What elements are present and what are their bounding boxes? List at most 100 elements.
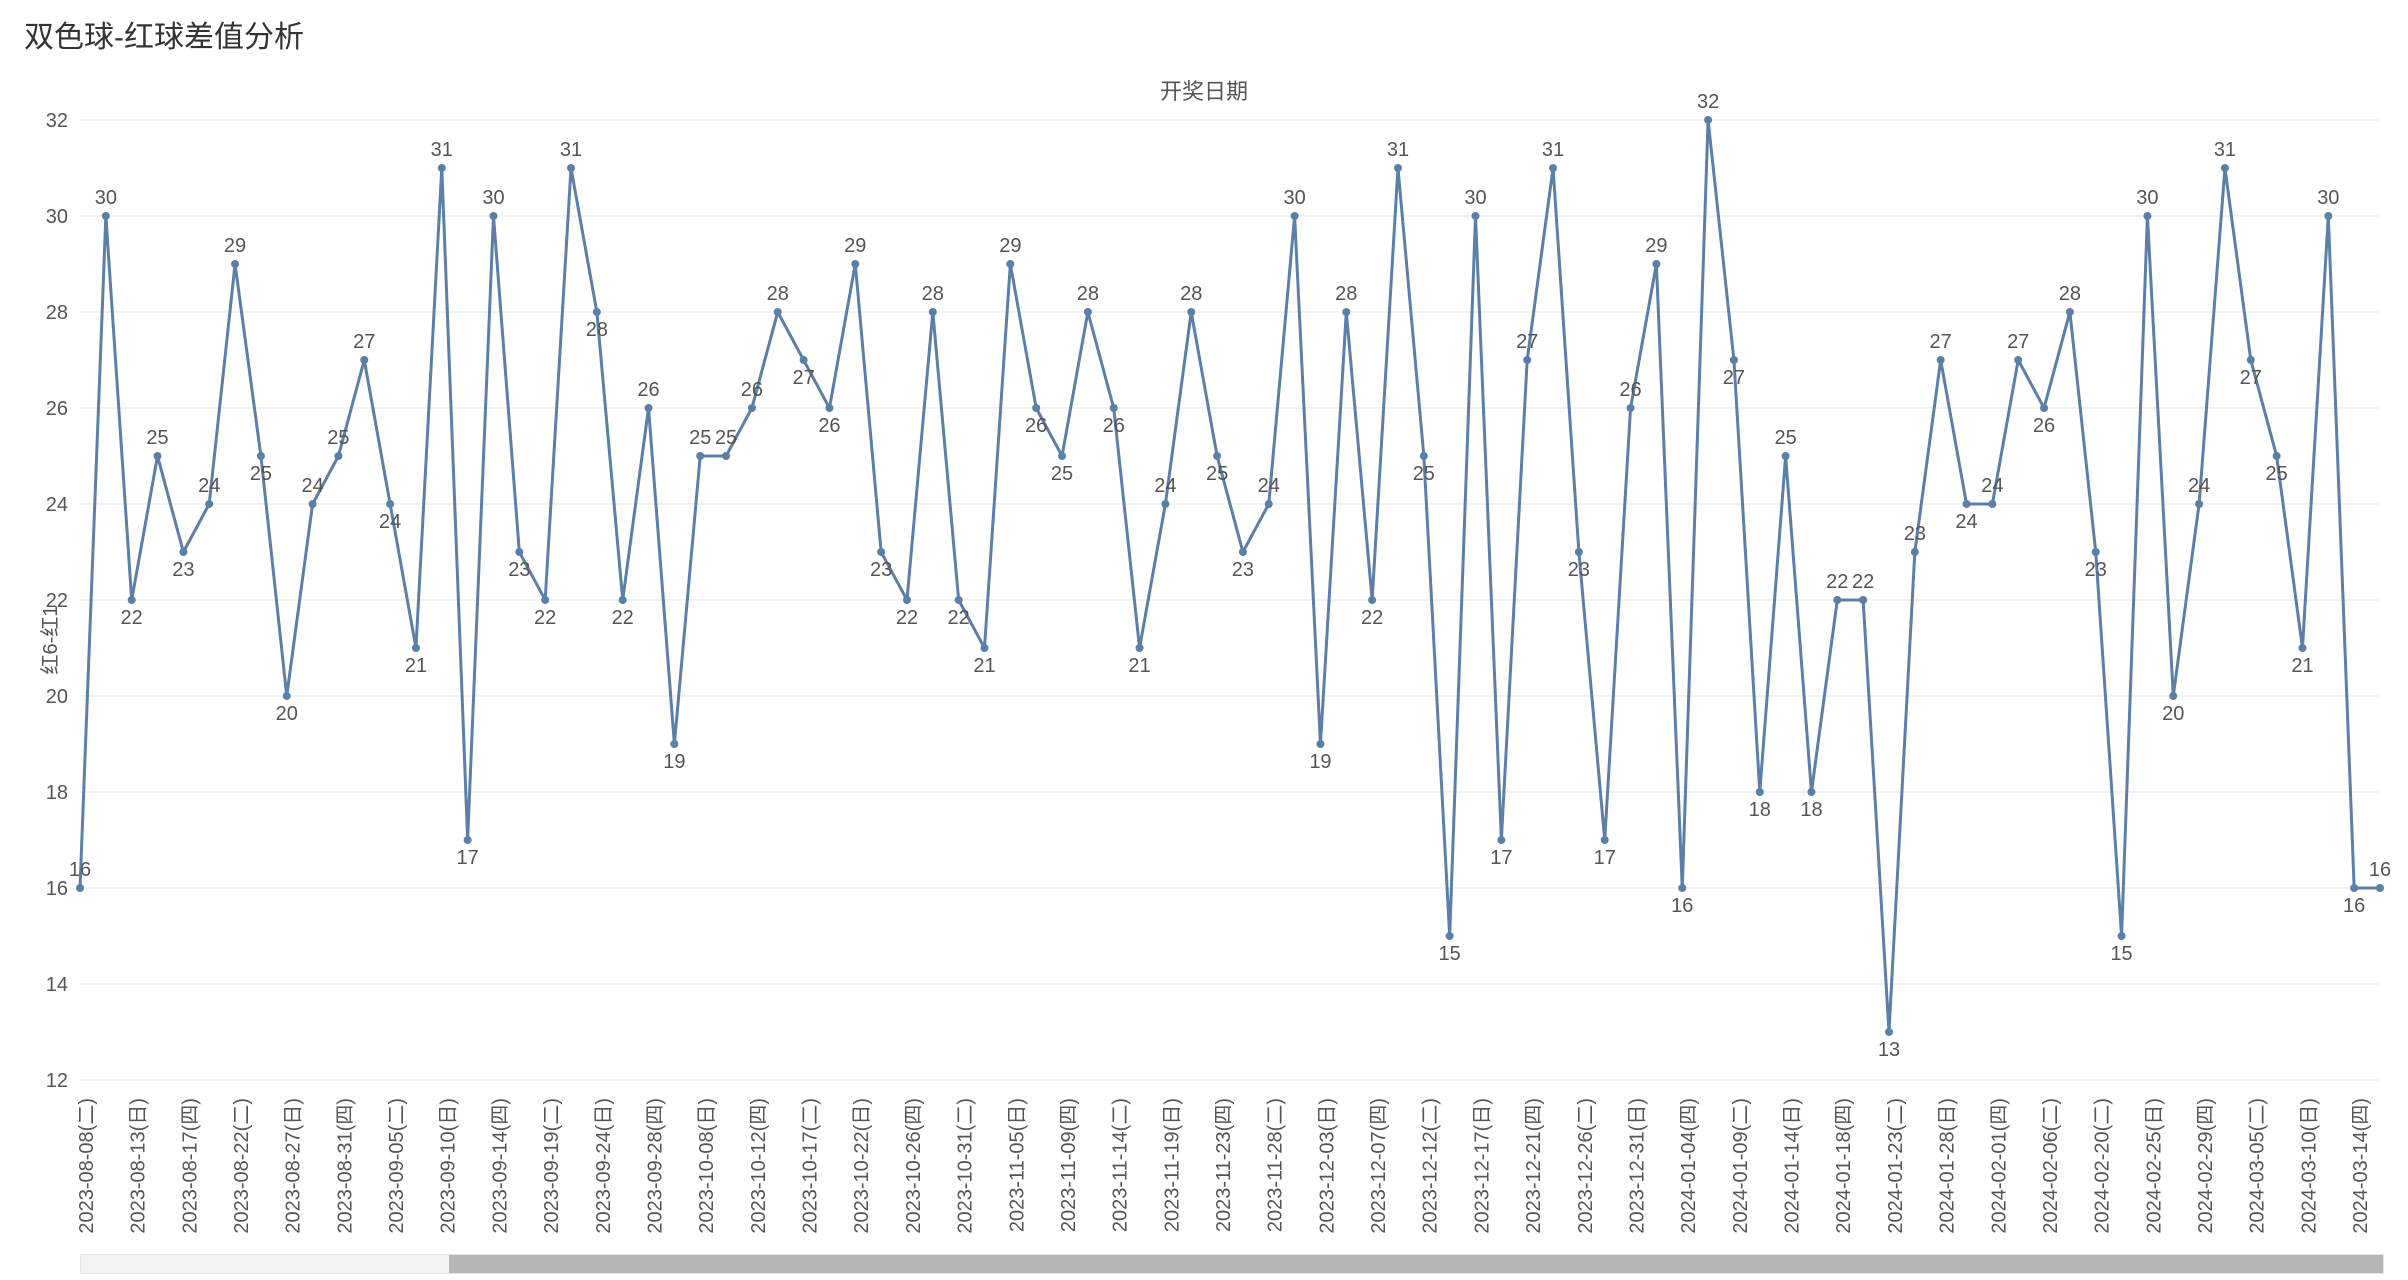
xtick-label: 2023-08-31(四) (334, 1098, 356, 1234)
ytick-label: 12 (46, 1070, 68, 1092)
point-label: 24 (379, 511, 401, 533)
point-label: 25 (1051, 463, 1073, 485)
point-label: 31 (431, 139, 453, 161)
data-point (1316, 740, 1324, 748)
point-label: 31 (560, 139, 582, 161)
xtick-label: 2024-01-14(日) (1782, 1098, 1804, 1234)
point-label: 27 (2240, 367, 2262, 389)
data-point (1911, 548, 1919, 556)
point-label: 27 (792, 367, 814, 389)
point-label: 18 (1800, 799, 1822, 821)
data-point (955, 596, 963, 604)
data-point (774, 308, 782, 316)
point-label: 21 (1128, 655, 1150, 677)
data-point (1756, 788, 1764, 796)
data-point (2195, 500, 2203, 508)
data-point (102, 212, 110, 220)
xtick-label: 2023-09-19(二) (541, 1098, 563, 1234)
data-point (205, 500, 213, 508)
point-label: 16 (2343, 895, 2365, 917)
point-label: 28 (922, 283, 944, 305)
point-label: 22 (1826, 571, 1848, 593)
xtick-label: 2023-12-26(二) (1575, 1098, 1597, 1234)
xtick-label: 2023-10-26(四) (903, 1098, 925, 1234)
point-label: 22 (534, 607, 556, 629)
data-point (825, 404, 833, 412)
point-label: 25 (1206, 463, 1228, 485)
data-point (128, 596, 136, 604)
point-label: 17 (1594, 847, 1616, 869)
point-label: 23 (1904, 523, 1926, 545)
data-point (1782, 452, 1790, 460)
point-label: 24 (1258, 475, 1280, 497)
xtick-label: 2023-08-17(四) (179, 1098, 201, 1234)
point-label: 32 (1697, 91, 1719, 113)
data-point (1937, 356, 1945, 364)
data-point (1110, 404, 1118, 412)
point-label: 22 (1852, 571, 1874, 593)
point-label: 28 (767, 283, 789, 305)
point-label: 30 (2136, 187, 2158, 209)
point-label: 24 (301, 475, 323, 497)
data-point (2298, 644, 2306, 652)
data-point (619, 596, 627, 604)
ytick-label: 24 (46, 494, 68, 516)
point-label: 27 (1516, 331, 1538, 353)
data-point (1833, 596, 1841, 604)
point-label: 25 (250, 463, 272, 485)
data-point (386, 500, 394, 508)
point-label: 19 (663, 751, 685, 773)
xtick-label: 2023-12-12(二) (1420, 1098, 1442, 1234)
data-point (2324, 212, 2332, 220)
xtick-label: 2023-10-12(四) (748, 1098, 770, 1234)
point-label: 18 (1749, 799, 1771, 821)
data-point (1704, 116, 1712, 124)
xtick-label: 2024-02-01(四) (1988, 1098, 2010, 1234)
xtick-label: 2023-11-19(日) (1161, 1098, 1183, 1232)
scrollbar-thumb[interactable] (449, 1255, 2383, 1273)
data-point (800, 356, 808, 364)
xtick-label: 2023-12-17(日) (1471, 1098, 1493, 1234)
point-label: 23 (2085, 559, 2107, 581)
point-label: 29 (999, 235, 1021, 257)
xtick-label: 2023-08-27(日) (283, 1098, 305, 1234)
data-point (2247, 356, 2255, 364)
xtick-label: 2023-08-13(日) (128, 1098, 150, 1234)
data-point (334, 452, 342, 460)
point-label: 17 (457, 847, 479, 869)
point-label: 24 (2188, 475, 2210, 497)
xtick-label: 2024-01-09(二) (1730, 1098, 1752, 1234)
xtick-label: 2023-10-08(日) (696, 1098, 718, 1234)
point-label: 30 (95, 187, 117, 209)
point-label: 21 (405, 655, 427, 677)
data-point (489, 212, 497, 220)
point-label: 26 (1103, 415, 1125, 437)
point-label: 27 (353, 331, 375, 353)
data-point (877, 548, 885, 556)
xtick-label: 2023-10-22(日) (851, 1098, 873, 1234)
line-chart: 12141618202224262830322023-08-08(二)2023-… (0, 0, 2408, 1280)
data-point (2376, 884, 2384, 892)
data-point (2169, 692, 2177, 700)
point-label: 28 (1077, 283, 1099, 305)
ytick-label: 18 (46, 782, 68, 804)
data-point (980, 644, 988, 652)
data-point (2092, 548, 2100, 556)
point-label: 21 (973, 655, 995, 677)
series-line (80, 120, 2380, 1032)
horizontal-scrollbar[interactable] (80, 1254, 2384, 1274)
point-label: 31 (1387, 139, 1409, 161)
data-point (903, 596, 911, 604)
point-label: 26 (741, 379, 763, 401)
data-point (2040, 404, 2048, 412)
xtick-label: 2023-11-09(四) (1058, 1098, 1080, 1232)
ytick-label: 30 (46, 206, 68, 228)
point-label: 26 (2033, 415, 2055, 437)
data-point (412, 644, 420, 652)
point-label: 23 (508, 559, 530, 581)
xtick-label: 2023-08-22(二) (231, 1098, 253, 1234)
point-label: 16 (1671, 895, 1693, 917)
data-point (929, 308, 937, 316)
xtick-label: 2023-10-17(二) (800, 1098, 822, 1234)
data-point (1187, 308, 1195, 316)
